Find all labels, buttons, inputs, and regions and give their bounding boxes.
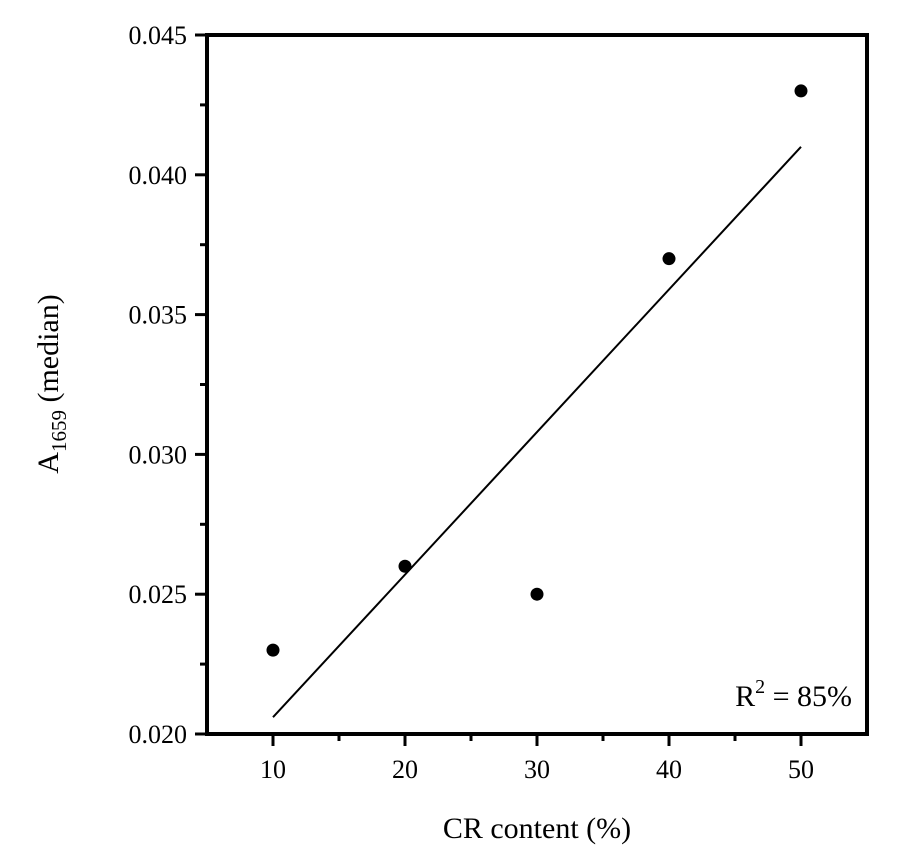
x-tick-label: 30 (524, 755, 550, 784)
ticks-layer: 10 20 30 40 50 0.020 0.025 0.030 0.035 0.040 0.045 (129, 21, 815, 784)
data-point (794, 84, 808, 98)
x-tick-label: 10 (260, 755, 286, 784)
data-point (530, 587, 544, 601)
x-tick-label: 20 (392, 755, 418, 784)
x-axis-title: CR content (%) (443, 812, 631, 845)
data-point (662, 252, 676, 266)
y-axis-title: A1659 (median) (32, 294, 71, 473)
x-tick-label: 50 (788, 755, 814, 784)
r-squared-annotation: R2 = 85% (735, 676, 852, 713)
y-axis-title-main: A (32, 452, 65, 474)
y-tick-label: 0.040 (129, 161, 188, 190)
x-tick-label: 40 (656, 755, 682, 784)
r-squared-sup: 2 (755, 676, 765, 698)
marks-layer (266, 84, 808, 718)
y-tick-label: 0.025 (129, 580, 188, 609)
data-point (266, 643, 280, 657)
data-point (398, 559, 412, 573)
y-axis-title-suffix: (median) (32, 294, 65, 410)
y-axis-title-subscript: 1659 (47, 410, 71, 452)
y-tick-label: 0.035 (129, 301, 188, 330)
y-tick-label: 0.020 (129, 720, 188, 749)
r-squared-base: R (735, 680, 755, 713)
r-squared-rest: = 85% (765, 680, 852, 713)
fit-line (272, 146, 802, 718)
y-tick-label: 0.030 (129, 440, 188, 469)
y-tick-label: 0.045 (129, 21, 188, 50)
plot-frame (205, 33, 869, 736)
